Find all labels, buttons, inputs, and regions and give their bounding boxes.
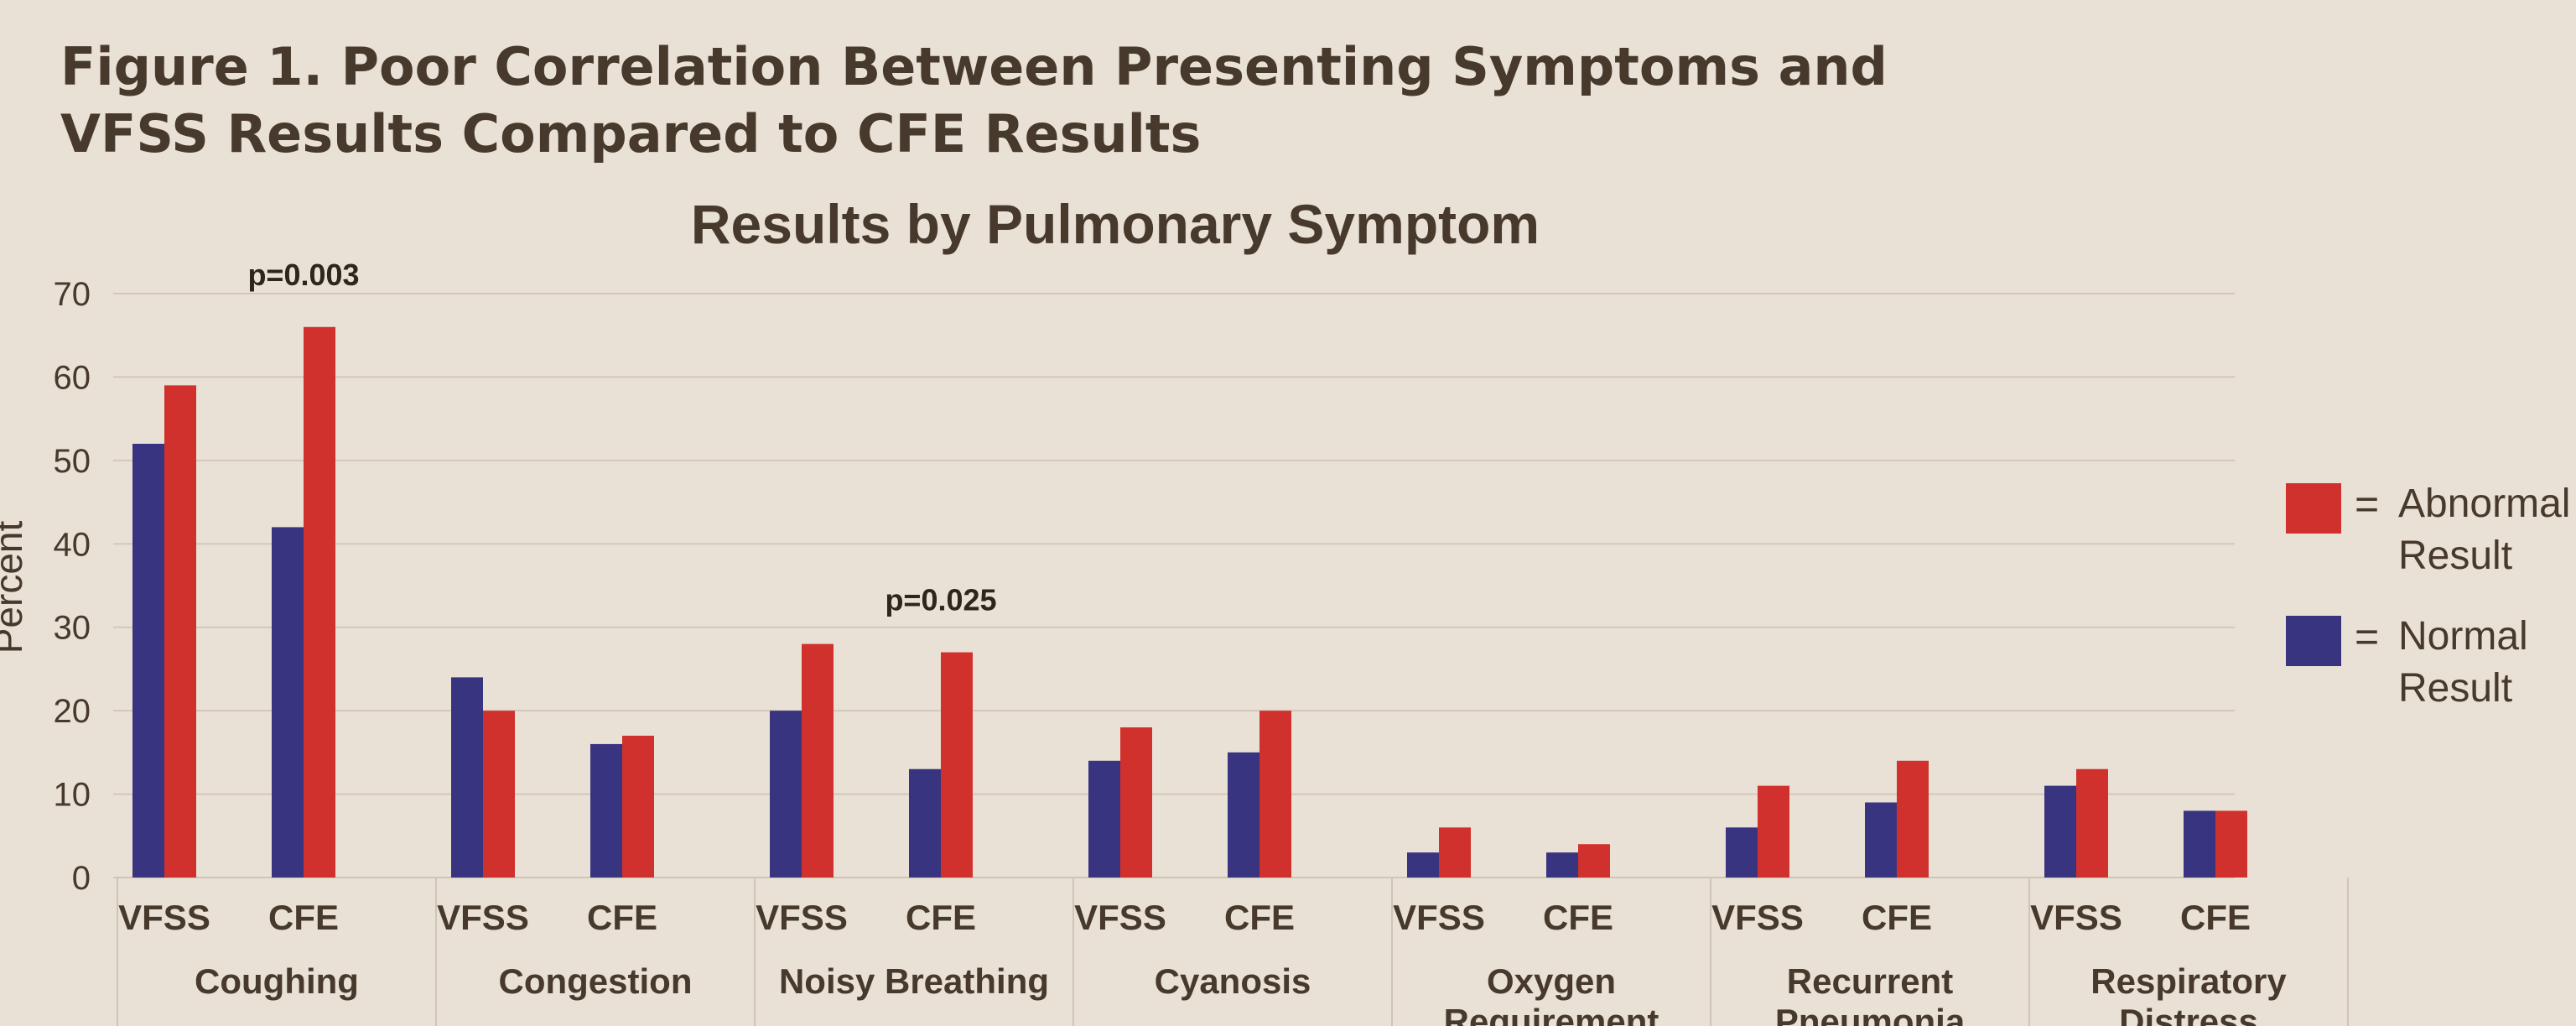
category-label-recurrent-pneumonia-line1: Recurrent [1787, 961, 1953, 1001]
x-tick-label-oxygen-requirement-vfss: VFSS [1393, 898, 1485, 937]
legend-normal-symbol: = [2355, 613, 2380, 660]
bar-cyanosis-cfe-abnormal [1259, 711, 1291, 878]
legend-normal-line1: Normal [2398, 614, 2528, 659]
y-axis-label: Percent [0, 521, 30, 654]
y-tick-label-50: 50 [54, 443, 91, 480]
bar-recurrent-pneumonia-vfss-abnormal [1758, 785, 1789, 878]
category-label-recurrent-pneumonia-line2: Pneumonia [1775, 1002, 1966, 1026]
y-tick-label-0: 0 [72, 860, 91, 897]
bar-noisy-breathing-vfss-normal [770, 711, 802, 878]
legend-abnormal-line2: Result [2398, 534, 2513, 578]
bar-oxygen-requirement-cfe-abnormal [1578, 844, 1610, 878]
legend-normal-text: Normal Result [2398, 611, 2576, 715]
y-tick-label-20: 20 [54, 693, 91, 730]
bar-recurrent-pneumonia-cfe-normal [1865, 802, 1897, 878]
y-tick-label-10: 10 [54, 777, 91, 814]
bar-respiratory-distress-vfss-normal [2044, 785, 2076, 878]
bar-oxygen-requirement-vfss-normal [1407, 852, 1439, 878]
legend-abnormal-symbol: = [2355, 481, 2380, 528]
bar-recurrent-pneumonia-vfss-normal [1726, 827, 1758, 878]
category-label-oxygen-requirement-line1: Oxygen [1487, 961, 1616, 1001]
category-label-respiratory-distress-line2: Distress [2119, 1002, 2258, 1026]
x-tick-label-noisy-breathing-cfe: CFE [906, 898, 976, 937]
bar-congestion-cfe-normal [590, 743, 622, 878]
legend-normal: = Normal Result [2286, 611, 2576, 762]
x-tick-label-congestion-cfe: CFE [587, 898, 657, 937]
bar-cyanosis-cfe-normal [1228, 752, 1259, 878]
legend-abnormal: = Abnormal Result [2286, 478, 2576, 629]
bar-noisy-breathing-cfe-normal [909, 768, 941, 878]
p-value-coughing: p=0.003 [247, 258, 359, 292]
chart-title: Results by Pulmonary Symptom [691, 193, 1540, 255]
bar-oxygen-requirement-vfss-abnormal [1439, 827, 1471, 878]
bar-congestion-vfss-abnormal [483, 711, 515, 878]
bar-coughing-cfe-abnormal [304, 326, 335, 878]
category-label-coughing: Coughing [195, 961, 359, 1001]
bar-recurrent-pneumonia-cfe-abnormal [1897, 760, 1929, 878]
bar-congestion-vfss-normal [451, 677, 483, 878]
x-tick-label-noisy-breathing-vfss: VFSS [756, 898, 848, 937]
y-tick-label-70: 70 [54, 276, 91, 313]
figure-title: Figure 1. Poor Correlation Between Prese… [60, 36, 1888, 164]
bar-respiratory-distress-cfe-abnormal [2215, 810, 2247, 878]
bar-congestion-cfe-abnormal [622, 735, 654, 878]
bar-noisy-breathing-cfe-abnormal [941, 652, 973, 878]
legend-abnormal-swatch [2286, 483, 2341, 534]
x-tick-label-recurrent-pneumonia-vfss: VFSS [1711, 898, 1804, 937]
x-tick-label-cyanosis-vfss: VFSS [1074, 898, 1166, 937]
bar-noisy-breathing-vfss-abnormal [802, 643, 834, 878]
x-tick-label-coughing-vfss: VFSS [118, 898, 210, 937]
bar-cyanosis-vfss-normal [1088, 760, 1120, 878]
x-tick-label-oxygen-requirement-cfe: CFE [1543, 898, 1613, 937]
x-tick-label-respiratory-distress-cfe: CFE [2180, 898, 2251, 937]
y-tick-label-40: 40 [54, 526, 91, 563]
category-label-noisy-breathing: Noisy Breathing [779, 961, 1049, 1001]
category-label-cyanosis: Cyanosis [1155, 961, 1311, 1001]
bar-coughing-vfss-normal [132, 443, 164, 878]
x-tick-label-respiratory-distress-vfss: VFSS [2030, 898, 2122, 937]
legend-normal-line2: Result [2398, 666, 2513, 711]
bar-oxygen-requirement-cfe-normal [1546, 852, 1578, 878]
category-label-congestion: Congestion [499, 961, 693, 1001]
legend-abnormal-text: Abnormal Result [2398, 478, 2576, 582]
bar-coughing-vfss-abnormal [164, 385, 196, 878]
bar-respiratory-distress-vfss-abnormal [2076, 768, 2108, 878]
legend-normal-swatch [2286, 616, 2341, 666]
y-tick-label-30: 30 [54, 610, 91, 647]
x-tick-label-coughing-cfe: CFE [268, 898, 339, 937]
legend-abnormal-line1: Abnormal [2398, 482, 2571, 526]
bar-coughing-cfe-normal [272, 527, 304, 878]
y-tick-label-60: 60 [54, 359, 91, 396]
category-label-oxygen-requirement-line2: Requirement [1444, 1002, 1659, 1026]
category-label-respiratory-distress-line1: Respiratory [2090, 961, 2287, 1001]
x-tick-label-cyanosis-cfe: CFE [1224, 898, 1295, 937]
bar-cyanosis-vfss-abnormal [1120, 727, 1152, 878]
x-tick-label-congestion-vfss: VFSS [437, 898, 529, 937]
bar-respiratory-distress-cfe-normal [2184, 810, 2215, 878]
p-value-noisy-breathing: p=0.025 [885, 583, 996, 617]
x-tick-label-recurrent-pneumonia-cfe: CFE [1862, 898, 1932, 937]
